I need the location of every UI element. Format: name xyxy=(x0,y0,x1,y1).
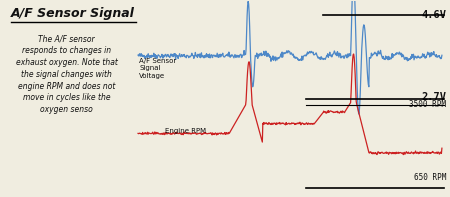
Text: Engine RPM: Engine RPM xyxy=(165,127,206,134)
Text: The A/F sensor
responds to changes in
exhaust oxygen. Note that
the signal chang: The A/F sensor responds to changes in ex… xyxy=(16,34,117,114)
Text: 3500 RPM: 3500 RPM xyxy=(410,100,446,109)
Text: 4.6V: 4.6V xyxy=(421,10,446,20)
Text: 2.7V: 2.7V xyxy=(421,92,446,102)
Text: A/F Sensor Signal: A/F Sensor Signal xyxy=(11,7,135,20)
Text: A/F Sensor
Signal
Voltage: A/F Sensor Signal Voltage xyxy=(140,58,177,79)
Text: 650 RPM: 650 RPM xyxy=(414,173,446,182)
